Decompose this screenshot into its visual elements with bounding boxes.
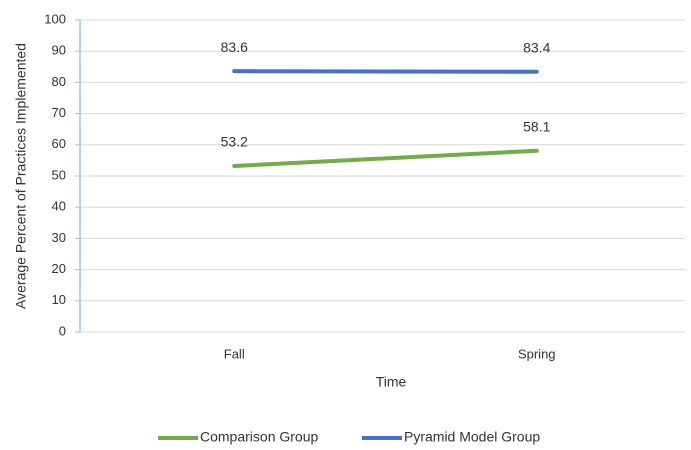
data-label: 83.4 bbox=[523, 39, 550, 55]
data-label: 58.1 bbox=[523, 118, 550, 134]
x-tick-label: Spring bbox=[518, 346, 556, 361]
x-axis-label: Time bbox=[376, 374, 407, 390]
series-line bbox=[232, 69, 539, 74]
legend-label: Pyramid Model Group bbox=[404, 429, 540, 445]
y-tick-label: 10 bbox=[52, 292, 66, 307]
series-line bbox=[232, 148, 539, 169]
y-axis-label: Average Percent of Practices Implemented bbox=[13, 43, 29, 309]
x-tick-label: Fall bbox=[224, 346, 245, 361]
y-tick-label: 90 bbox=[52, 43, 66, 58]
y-tick-label: 60 bbox=[52, 136, 66, 151]
y-tick-label: 20 bbox=[52, 261, 66, 276]
data-label: 83.6 bbox=[221, 39, 248, 55]
y-tick-label: 30 bbox=[52, 230, 66, 245]
data-label: 53.2 bbox=[221, 134, 248, 150]
y-tick-label: 50 bbox=[52, 167, 66, 182]
legend-label: Comparison Group bbox=[200, 429, 318, 445]
y-tick-label: 80 bbox=[52, 74, 66, 89]
y-tick-label: 70 bbox=[52, 105, 66, 120]
y-tick-label: 0 bbox=[59, 323, 66, 338]
y-tick-label: 100 bbox=[44, 11, 66, 26]
y-tick-label: 40 bbox=[52, 199, 66, 214]
